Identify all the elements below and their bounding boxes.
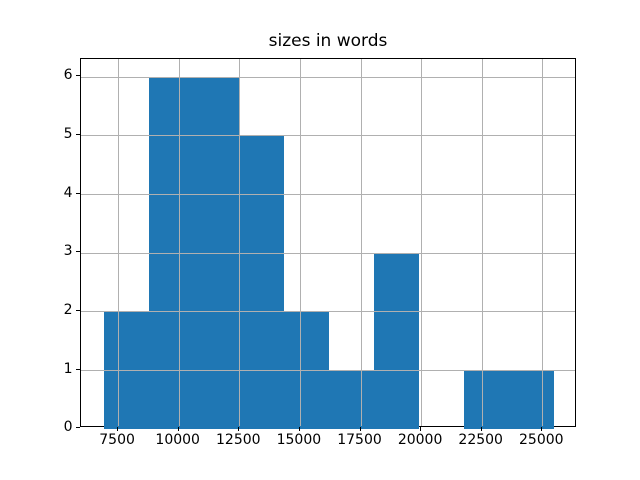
x-tick-label: 25000 <box>519 432 564 448</box>
y-tick-label: 4 <box>63 184 73 201</box>
x-tick-mark <box>238 427 240 432</box>
x-tick-mark <box>177 427 179 432</box>
y-tick-mark <box>76 75 80 77</box>
x-tick-label: 10000 <box>155 432 200 448</box>
y-tick-label: 1 <box>63 360 73 377</box>
y-tick-label: 2 <box>63 301 73 318</box>
histogram-bar <box>509 369 555 429</box>
x-tick-label: 20000 <box>397 432 443 448</box>
y-tick-mark <box>76 427 80 429</box>
x-gridline <box>542 59 544 426</box>
y-gridline <box>81 135 575 137</box>
histogram-bar <box>464 369 510 429</box>
x-gridline <box>421 59 423 426</box>
y-tick-mark <box>76 133 80 135</box>
y-tick-mark <box>76 251 80 253</box>
x-gridline <box>481 59 483 426</box>
x-gridline <box>299 59 301 426</box>
x-tick-mark <box>480 427 482 432</box>
y-gridline <box>81 193 575 195</box>
y-tick-label: 3 <box>63 243 73 260</box>
x-tick-mark <box>541 427 543 432</box>
x-gridline <box>118 59 120 426</box>
x-tick-label: 22500 <box>458 432 503 448</box>
plot-area <box>80 58 576 429</box>
y-tick-label: 0 <box>63 419 73 436</box>
y-tick-mark <box>76 368 80 370</box>
y-gridline <box>81 76 575 78</box>
x-tick-label: 7500 <box>99 432 135 448</box>
x-tick-mark <box>359 427 361 432</box>
x-tick-label: 12500 <box>216 432 261 448</box>
y-tick-mark <box>76 309 80 311</box>
y-gridline <box>81 369 575 371</box>
x-tick-label: 15000 <box>276 432 322 448</box>
histogram-bar <box>329 369 375 429</box>
x-tick-mark <box>117 427 119 432</box>
x-gridline <box>360 59 362 426</box>
x-tick-mark <box>298 427 300 432</box>
histogram-bar <box>374 252 420 429</box>
x-tick-mark <box>420 427 422 432</box>
y-tick-label: 6 <box>63 67 73 84</box>
y-tick-label: 5 <box>63 125 73 142</box>
x-gridline <box>178 59 180 426</box>
y-gridline <box>81 252 575 254</box>
y-gridline <box>81 311 575 313</box>
histogram-bar <box>238 135 284 429</box>
y-tick-mark <box>76 192 80 194</box>
x-gridline <box>239 59 241 426</box>
chart-title: sizes in words <box>268 31 388 51</box>
x-tick-label: 17500 <box>337 432 382 448</box>
